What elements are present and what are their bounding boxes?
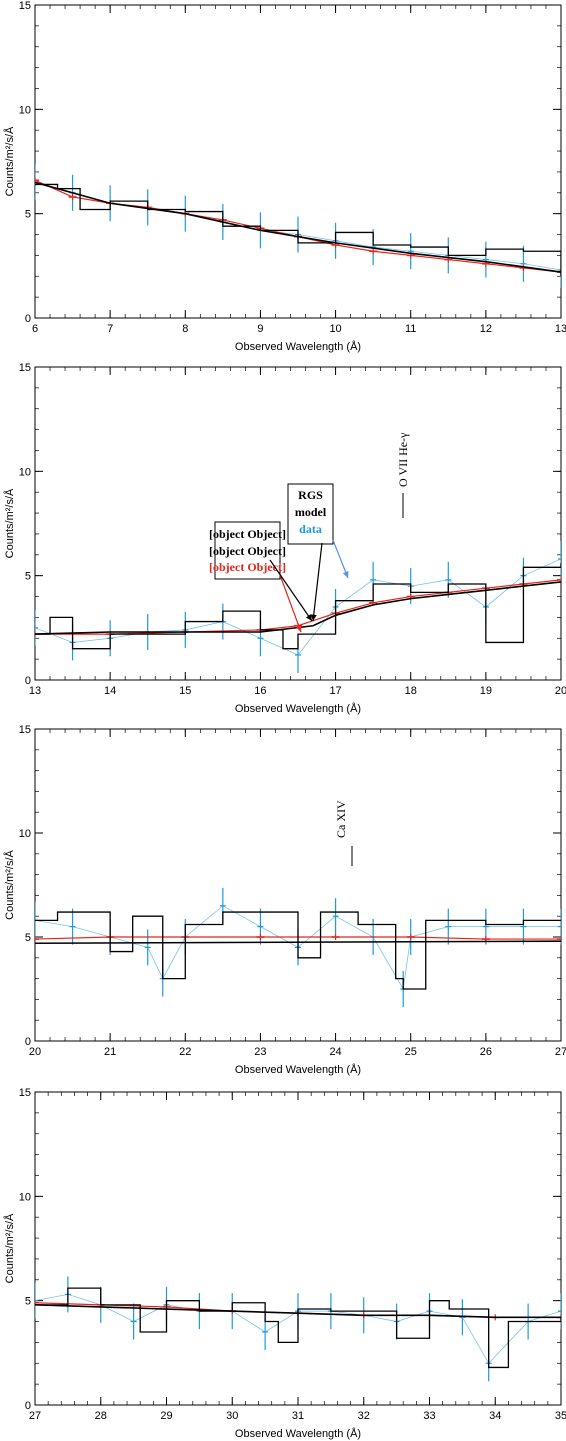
annotation-label: data bbox=[299, 522, 322, 536]
plot-frame bbox=[34, 366, 562, 681]
arrow-head bbox=[342, 571, 349, 578]
x-axis-label: Observed Wavelength (Å) bbox=[235, 702, 361, 715]
annotation-label: RGS bbox=[298, 488, 323, 502]
y-tick-label: 15 bbox=[19, 362, 31, 374]
x-tick-label: 23 bbox=[254, 1046, 266, 1058]
x-tick-label: 13 bbox=[555, 323, 566, 335]
series-group bbox=[35, 887, 561, 1007]
rgs-model-line bbox=[35, 911, 561, 990]
x-tick-label: 15 bbox=[179, 685, 191, 697]
x-tick-label: 17 bbox=[329, 685, 341, 697]
x-tick-label: 28 bbox=[95, 1410, 107, 1422]
x-tick-label: 26 bbox=[480, 1046, 492, 1058]
y-tick-label: 5 bbox=[25, 209, 31, 221]
x-tick-label: 22 bbox=[179, 1046, 191, 1058]
y-tick-label: 0 bbox=[25, 675, 31, 687]
rgs-data-trace bbox=[35, 558, 561, 656]
annotation-label: model bbox=[295, 505, 327, 519]
series-group bbox=[35, 540, 561, 673]
annotation-box bbox=[287, 483, 334, 545]
annotation-label: [object Object] bbox=[209, 527, 286, 541]
plot-frame bbox=[34, 1091, 562, 1406]
x-tick-label: 30 bbox=[226, 1410, 238, 1422]
x-axis-label: Observed Wavelength (Å) bbox=[235, 1427, 361, 1440]
x-tick-label: 27 bbox=[555, 1046, 566, 1058]
y-tick-label: 10 bbox=[19, 1191, 31, 1203]
x-axis-label: Observed Wavelength (Å) bbox=[235, 340, 361, 353]
epic-model-line bbox=[35, 940, 561, 945]
line-label: Ca XIV bbox=[334, 800, 348, 838]
rgs-model-line bbox=[35, 563, 561, 650]
annotation-arrow bbox=[312, 542, 323, 622]
plot-frame bbox=[34, 728, 562, 1042]
x-tick-label: 6 bbox=[32, 323, 38, 335]
x-tick-label: 14 bbox=[104, 685, 116, 697]
line-label: O VII He-γ bbox=[396, 432, 410, 487]
chart-panel-2: 13 14 15 16 17 18 19 20 0 5 10 15 Observed Wavelengt… bbox=[3, 362, 566, 715]
x-tick-label: 20 bbox=[555, 685, 566, 697]
y-tick-label: 10 bbox=[19, 466, 31, 478]
annotation-label: [object Object] bbox=[209, 560, 286, 574]
annotation-arrow bbox=[279, 574, 302, 633]
x-tick-label: 24 bbox=[329, 1046, 341, 1058]
chart-panel-1: 6 7 8 9 10 11 12 13 0 5 10 15 Observed Wavelength (Å… bbox=[3, 0, 566, 353]
arrow-head bbox=[295, 625, 302, 632]
y-tick-label: 5 bbox=[25, 1296, 31, 1308]
x-tick-label: 21 bbox=[104, 1046, 116, 1058]
y-axis-label: Counts/m²/s/Å bbox=[3, 1213, 16, 1283]
y-tick-label: 15 bbox=[19, 724, 31, 736]
epic-model-line bbox=[35, 1304, 561, 1319]
y-tick-label: 15 bbox=[19, 1087, 31, 1099]
x-tick-label: 33 bbox=[423, 1410, 435, 1422]
x-tick-label: 29 bbox=[160, 1410, 172, 1422]
x-tick-label: 16 bbox=[254, 685, 266, 697]
y-tick-label: 5 bbox=[25, 571, 31, 583]
y-tick-label: 0 bbox=[25, 313, 31, 325]
x-tick-label: 20 bbox=[29, 1046, 41, 1058]
annotation-label: [object Object] bbox=[209, 544, 286, 558]
x-tick-label: 10 bbox=[329, 323, 341, 335]
y-tick-label: 0 bbox=[25, 1400, 31, 1412]
x-tick-label: 8 bbox=[182, 323, 188, 335]
annotation-arrow bbox=[332, 539, 349, 579]
x-tick-label: 34 bbox=[489, 1410, 501, 1422]
x-tick-label: 27 bbox=[29, 1410, 41, 1422]
x-tick-label: 7 bbox=[107, 323, 113, 335]
x-tick-label: 19 bbox=[480, 685, 492, 697]
y-tick-label: 10 bbox=[19, 828, 31, 840]
chart-panel-3: 20 21 22 23 24 25 26 27 0 5 10 15 Observed Wavelengt… bbox=[3, 724, 566, 1076]
y-axis-label: Counts/m²/s/Å bbox=[3, 126, 16, 196]
x-tick-label: 35 bbox=[555, 1410, 566, 1422]
rgs-model-line bbox=[35, 1287, 561, 1369]
series-group bbox=[35, 1276, 561, 1382]
x-tick-label: 25 bbox=[405, 1046, 417, 1058]
chart-panel-4: 27 28 29 30 31 32 33 34 35 0 5 10 15 Observed Wavelen… bbox=[3, 1087, 566, 1440]
y-axis-label: Counts/m²/s/Å bbox=[3, 488, 16, 558]
x-axis-label: Observed Wavelength (Å) bbox=[235, 1063, 361, 1076]
series-group bbox=[35, 164, 561, 289]
x-tick-label: 9 bbox=[257, 323, 263, 335]
x-tick-label: 12 bbox=[480, 323, 492, 335]
y-tick-label: 15 bbox=[19, 0, 31, 12]
epic-model-line bbox=[35, 581, 561, 635]
x-tick-label: 11 bbox=[405, 323, 416, 335]
x-tick-label: 31 bbox=[292, 1410, 304, 1422]
x-tick-label: 32 bbox=[358, 1410, 370, 1422]
y-tick-label: 0 bbox=[25, 1036, 31, 1048]
rgs-model-line bbox=[35, 183, 561, 277]
y-axis-label: Counts/m²/s/Å bbox=[3, 849, 16, 919]
y-tick-label: 10 bbox=[19, 104, 31, 116]
annotation-box bbox=[214, 521, 281, 580]
plot-frame bbox=[34, 4, 562, 319]
arrow-head bbox=[310, 614, 317, 621]
arrow-head bbox=[305, 614, 312, 621]
y-tick-label: 5 bbox=[25, 932, 31, 944]
x-tick-label: 13 bbox=[29, 685, 41, 697]
epic-model-line bbox=[35, 181, 561, 273]
annotation-arrow bbox=[269, 559, 313, 622]
x-tick-label: 18 bbox=[405, 685, 417, 697]
